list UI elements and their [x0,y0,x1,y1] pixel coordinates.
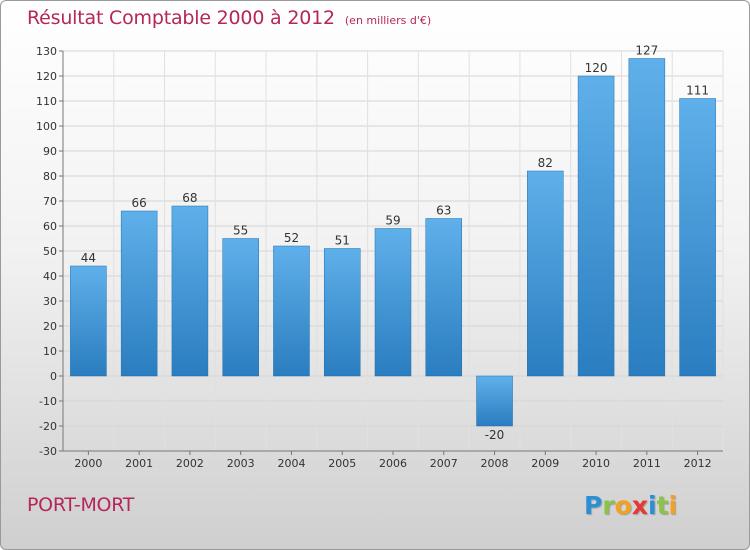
data-label-2002: 68 [182,191,197,205]
brand-letter: o [614,491,632,520]
bar-2005 [323,248,361,377]
bar-2008 [476,375,513,427]
y-tick-label: 50 [43,245,57,258]
data-label-2007: 63 [436,204,451,218]
y-tick-label: 30 [43,295,57,308]
brand-letter: t [656,491,669,520]
y-tick-label: 0 [50,370,57,383]
y-tick-label: 20 [43,320,57,333]
bar-2012 [679,98,716,377]
bar-2010 [577,75,615,377]
data-label-2008: -20 [485,428,505,442]
data-label-2003: 55 [233,224,248,238]
data-label-2004: 52 [284,231,299,245]
x-tick-label-2005: 2005 [328,457,356,470]
bar-2003 [222,238,259,377]
x-tick-label-2003: 2003 [227,457,255,470]
data-label-2001: 66 [132,196,147,210]
y-tick-label: -30 [39,445,57,458]
data-label-2012: 111 [686,84,709,98]
data-label-2009: 82 [538,156,553,170]
x-tick-label-2010: 2010 [582,457,610,470]
y-tick-label: -10 [39,395,57,408]
y-tick-label: 120 [36,70,57,83]
bars [70,58,716,427]
x-tick-label-2001: 2001 [125,457,153,470]
y-tick-label: 130 [36,45,57,58]
brand-letter: r [602,491,615,520]
y-tick-label: -20 [39,420,57,433]
x-tick-label-2009: 2009 [531,457,559,470]
axes: -30 -20 -10 0 10 20 30 40 50 60 70 80 90 100 110 120 130… [36,45,723,470]
x-tick-label-2007: 2007 [430,457,458,470]
x-tick-label-2011: 2011 [633,457,661,470]
x-tick-label-2002: 2002 [176,457,204,470]
data-label-2005: 51 [335,234,350,248]
data-label-2006: 59 [385,214,400,228]
bar-2004 [273,245,310,377]
data-label-2010: 120 [585,61,608,75]
data-label-2011: 127 [635,44,658,58]
x-tick-label-2006: 2006 [379,457,407,470]
proxiti-logo: Proxiti [584,491,677,520]
chart-subtitle: (en milliers d'€) [344,14,432,27]
bar-2006 [374,228,412,377]
bar-2011 [628,58,666,377]
brand-letter: P [584,491,603,520]
data-labels: 44 66 68 55 52 51 59 63 -20 82 120 127 111 [81,44,709,443]
y-tick-label: 40 [43,270,57,283]
bar-2002 [171,205,209,377]
y-tick-label: 70 [43,195,57,208]
chart-title: Résultat Comptable 2000 à 2012 [27,7,335,29]
brand-letter: i [668,491,678,520]
commune-name: PORT-MORT [27,494,135,516]
data-label-2000: 44 [81,251,96,265]
x-tick-label-2004: 2004 [277,457,305,470]
bar-2007 [425,218,463,377]
y-tick-label: 100 [36,120,57,133]
chart-header: Résultat Comptable 2000 à 2012 (en millie… [27,7,431,29]
y-tick-label: 80 [43,170,57,183]
bar-2000 [70,265,107,377]
bar-2001 [120,210,158,377]
x-tick-label-2012: 2012 [684,457,712,470]
x-tick-label-2008: 2008 [481,457,509,470]
y-tick-label: 60 [43,220,57,233]
brand-letter: x [631,491,648,520]
y-tick-label: 90 [43,145,57,158]
y-tick-label: 10 [43,345,57,358]
y-tick-label: 110 [36,95,57,108]
x-tick-label-2000: 2000 [74,457,102,470]
bar-2009 [527,170,564,377]
brand-letter: i [648,491,657,520]
